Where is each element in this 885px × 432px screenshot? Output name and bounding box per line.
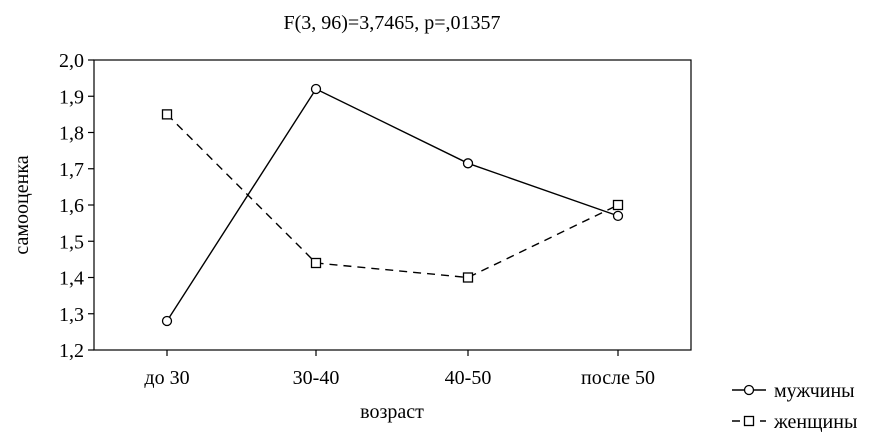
legend-label: женщины xyxy=(773,411,857,432)
y-tick-label: 1,9 xyxy=(59,86,84,108)
y-tick-label: 1,7 xyxy=(59,159,84,181)
y-tick-label: 2,0 xyxy=(59,50,84,72)
y-tick-label: 1,6 xyxy=(59,195,84,217)
y-tick-label: 1,5 xyxy=(59,231,84,253)
x-axis: до 30 30-40 40-50 после 50 xyxy=(144,350,655,389)
legend-label: мужчины xyxy=(774,380,855,402)
x-axis-label: возраст xyxy=(360,401,424,423)
plot-area xyxy=(93,59,692,351)
x-tick-label: 40-50 xyxy=(445,367,492,389)
y-axis-label: самооценка xyxy=(11,155,33,254)
y-tick-label: 1,2 xyxy=(59,340,84,362)
y-tick-label: 1,8 xyxy=(59,123,84,145)
series-line-2 xyxy=(166,113,619,279)
y-tick-label: 1,4 xyxy=(59,268,84,290)
chart-title: F(3, 96)=3,7465, p=,01357 xyxy=(283,12,500,34)
legend-marker-circle xyxy=(743,384,755,396)
x-tick-label: после 50 xyxy=(581,367,655,389)
y-axis: 1,2 1,3 1,4 1,5 1,6 1,7 1,8 1,9 2,0 xyxy=(59,50,94,362)
x-tick-label: до 30 xyxy=(144,367,189,389)
data-point-circle xyxy=(462,158,474,169)
data-point-square xyxy=(612,199,624,211)
data-point-circle xyxy=(612,210,624,222)
legend: мужчины женщины xyxy=(732,380,857,432)
x-tick-label: 30-40 xyxy=(293,367,340,389)
series-line-1 xyxy=(166,88,619,322)
y-tick-label: 1,3 xyxy=(59,304,84,326)
data-point-circle xyxy=(310,83,322,95)
data-point-circle xyxy=(161,315,173,327)
legend-marker-square xyxy=(743,415,755,427)
data-point-square xyxy=(462,272,474,283)
data-point-square xyxy=(310,257,322,269)
series-layer xyxy=(161,83,624,327)
data-point-square xyxy=(161,109,173,120)
